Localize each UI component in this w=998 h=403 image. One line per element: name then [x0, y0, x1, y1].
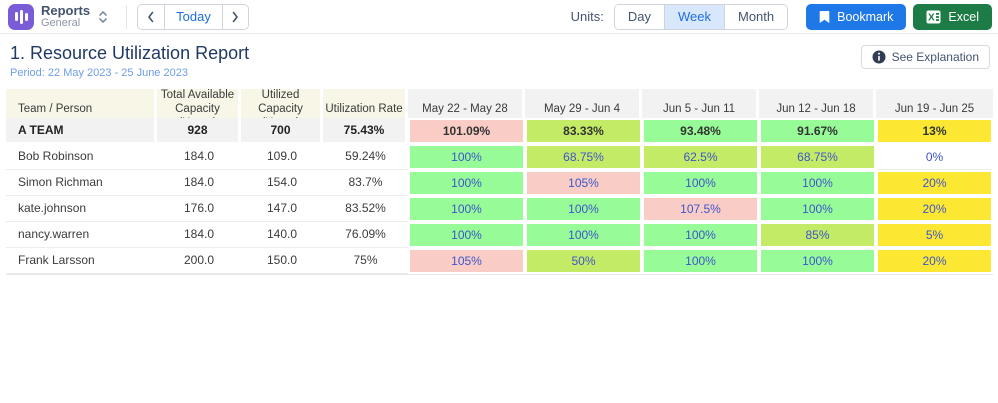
- utilization-cell: 20%: [876, 170, 993, 196]
- excel-export-button[interactable]: X Excel: [913, 3, 992, 30]
- total-capacity-cell: 200.0: [157, 248, 241, 274]
- total-capacity-cell: 928: [157, 118, 241, 144]
- bookmark-button[interactable]: Bookmark: [806, 3, 907, 30]
- today-button[interactable]: Today: [164, 4, 222, 29]
- app-title: Reports: [41, 2, 91, 18]
- utilization-cell: 20%: [876, 248, 993, 274]
- person-name-cell: Frank Larsson: [6, 248, 157, 274]
- utilization-cell: 50%: [525, 248, 642, 274]
- svg-text:X: X: [928, 12, 935, 23]
- utilization-cell: 100%: [759, 196, 876, 222]
- total-capacity-cell: 184.0: [157, 144, 241, 170]
- units-option-month[interactable]: Month: [724, 4, 788, 29]
- units-segmented-control: Day Week Month: [613, 3, 789, 30]
- utilization-cell: 5%: [876, 222, 993, 248]
- utilization-cell: 93.48%: [642, 118, 759, 144]
- units-option-week[interactable]: Week: [664, 4, 724, 29]
- report-header: 1. Resource Utilization Report Period: 2…: [10, 43, 990, 79]
- see-explanation-label: See Explanation: [891, 50, 979, 64]
- reports-app-icon: [8, 3, 34, 30]
- utilization-cell: 20%: [876, 196, 993, 222]
- bookmark-button-label: Bookmark: [837, 9, 894, 24]
- table-row-person: Frank Larsson 200.0 150.0 75% 105% 50% 1…: [6, 248, 993, 274]
- report-period: Period: 22 May 2023 - 25 June 2023: [10, 67, 188, 79]
- utilization-cell: 100%: [642, 248, 759, 274]
- table-header-row: Team / Person Total Available Capacity (…: [6, 89, 993, 133]
- total-capacity-cell: 184.0: [157, 222, 241, 248]
- person-name-cell: Simon Richman: [6, 170, 157, 196]
- excel-button-label: Excel: [948, 9, 979, 24]
- total-capacity-cell: 176.0: [157, 196, 241, 222]
- prev-period-button[interactable]: [138, 4, 165, 29]
- table-row-person: Simon Richman 184.0 154.0 83.7% 100% 105…: [6, 170, 993, 196]
- utilization-rate-cell: 76.09%: [323, 222, 408, 248]
- chevron-right-icon: [233, 11, 239, 22]
- utilization-cell: 100%: [408, 170, 525, 196]
- topbar-divider: [126, 4, 128, 29]
- utilized-capacity-cell: 147.0: [241, 196, 323, 222]
- utilization-cell: 100%: [408, 144, 525, 170]
- app-title-block: Reports General: [41, 4, 90, 29]
- utilization-cell: 100%: [525, 222, 642, 248]
- utilization-cell: 62.5%: [642, 144, 759, 170]
- page-title: 1. Resource Utilization Report: [10, 43, 250, 63]
- utilization-cell: 107.5%: [642, 196, 759, 222]
- table-row-team: A TEAM 928 700 75.43% 101.09% 83.33% 93.…: [6, 118, 993, 144]
- utilized-capacity-cell: 109.0: [241, 144, 323, 170]
- top-bar: Reports General Today Units: Day Week Mo…: [0, 0, 998, 34]
- person-name-cell: kate.johnson: [6, 196, 157, 222]
- utilization-cell: 105%: [408, 248, 525, 274]
- utilization-cell: 100%: [525, 196, 642, 222]
- date-nav-group: Today: [137, 3, 249, 30]
- utilization-cell: 100%: [408, 222, 525, 248]
- table-row-person: kate.johnson 176.0 147.0 83.52% 100% 100…: [6, 196, 993, 222]
- person-name-cell: nancy.warren: [6, 222, 157, 248]
- next-period-button[interactable]: [221, 4, 248, 29]
- utilization-rate-cell: 59.24%: [323, 144, 408, 170]
- utilization-rate-cell: 83.7%: [323, 170, 408, 196]
- total-capacity-cell: 184.0: [157, 170, 241, 196]
- person-name-cell: Bob Robinson: [6, 144, 157, 170]
- chevron-left-icon: [148, 11, 154, 22]
- info-icon: [872, 50, 886, 64]
- utilization-cell: 83.33%: [525, 118, 642, 144]
- units-option-day[interactable]: Day: [614, 4, 664, 29]
- utilization-cell: 85%: [759, 222, 876, 248]
- bookmark-icon: [819, 10, 830, 23]
- utilization-cell: 101.09%: [408, 118, 525, 144]
- team-name-cell: A TEAM: [6, 118, 157, 144]
- utilization-cell: 100%: [408, 196, 525, 222]
- table-row-person: Bob Robinson 184.0 109.0 59.24% 100% 68.…: [6, 144, 993, 170]
- utilization-cell: 100%: [759, 248, 876, 274]
- utilization-cell: 100%: [759, 170, 876, 196]
- utilization-cell: 0%: [876, 144, 993, 170]
- table-row-person: nancy.warren 184.0 140.0 76.09% 100% 100…: [6, 222, 993, 248]
- report-selector-chevrons-icon[interactable]: [98, 9, 108, 25]
- utilization-cell: 13%: [876, 118, 993, 144]
- utilization-cell: 100%: [642, 222, 759, 248]
- utilization-cell: 105%: [525, 170, 642, 196]
- utilization-rate-cell: 75%: [323, 248, 408, 274]
- utilization-cell: 91.67%: [759, 118, 876, 144]
- resource-utilization-table: Team / Person Total Available Capacity (…: [6, 89, 993, 275]
- app-subtitle: General: [41, 16, 81, 29]
- see-explanation-button[interactable]: See Explanation: [860, 45, 990, 69]
- utilized-capacity-cell: 700: [241, 118, 323, 144]
- utilization-cell: 68.75%: [525, 144, 642, 170]
- utilized-capacity-cell: 140.0: [241, 222, 323, 248]
- units-label: Units:: [570, 9, 604, 24]
- utilization-cell: 100%: [642, 170, 759, 196]
- utilized-capacity-cell: 150.0: [241, 248, 323, 274]
- utilization-cell: 68.75%: [759, 144, 876, 170]
- utilization-rate-cell: 83.52%: [323, 196, 408, 222]
- utilization-rate-cell: 75.43%: [323, 118, 408, 144]
- utilized-capacity-cell: 154.0: [241, 170, 323, 196]
- excel-icon: X: [926, 10, 941, 23]
